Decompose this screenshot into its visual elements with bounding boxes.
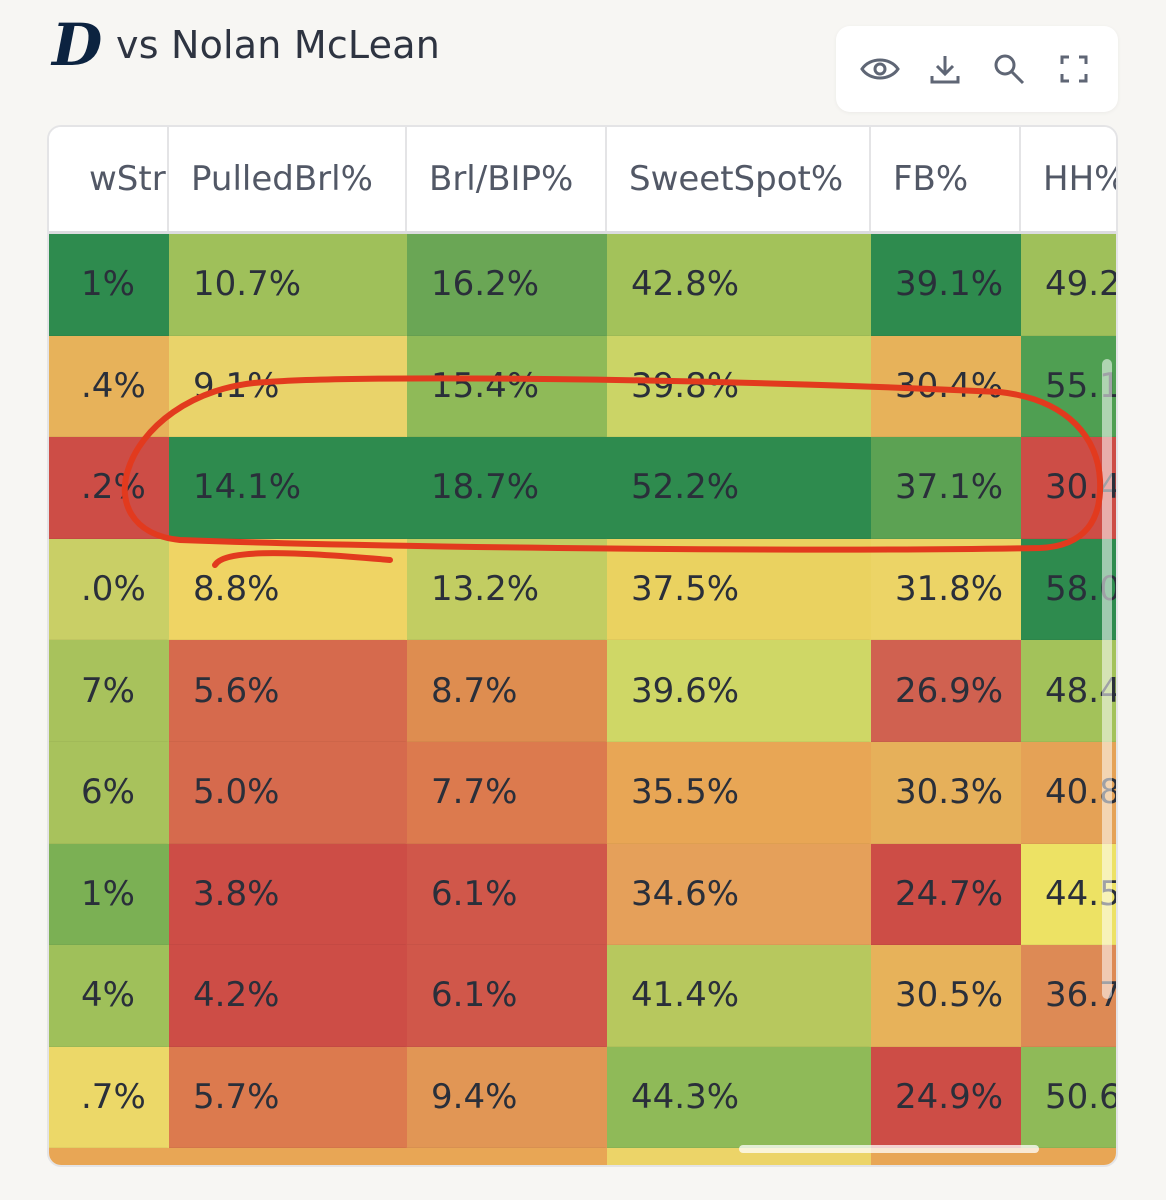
eye-icon[interactable] [857,46,903,92]
table-cell [49,1148,169,1165]
column-header[interactable]: wStr% [49,127,169,231]
table-cell: 41.4% [607,945,871,1047]
table-row[interactable]: 1% 3.8% 6.1% 34.6% 24.7% 44.5 [49,843,1116,946]
table-row[interactable]: 6% 5.0% 7.7% 35.5% 30.3% 40.8 [49,741,1116,844]
table-cell: 30.4% [871,335,1021,438]
column-header[interactable]: FB% [871,127,1021,231]
table-row[interactable]: 1% 10.7% 16.2% 42.8% 39.1% 49.2 [49,234,1116,336]
table-cell: 8.8% [169,538,407,641]
table-cell: 15.4% [407,335,607,438]
table-cell: 50.6 [1021,1046,1116,1149]
table-cell: 8.7% [407,640,607,742]
table-cell: 37.5% [607,538,871,641]
table-cell: 30.5% [871,945,1021,1047]
table-cell: 10.7% [169,234,407,336]
tigers-logo: D [52,11,103,79]
table-cell: 42.8% [607,234,871,336]
table-cell: 7% [49,640,169,742]
table-cell: 49.2 [1021,234,1116,336]
table-cell: 34.6% [607,843,871,946]
column-header[interactable]: HH% [1021,127,1116,231]
table-cell: 52.2% [607,437,871,539]
table-cell: .2% [49,437,169,539]
table-cell [407,1148,607,1165]
stats-grid: wStr% PulledBrl% Brl/BIP% SweetSpot% FB%… [49,127,1116,1165]
table-cell: 9.4% [407,1046,607,1149]
table-cell: 39.8% [607,335,871,438]
table-body: 1% 10.7% 16.2% 42.8% 39.1% 49.2.4% 9.1% 15.4% 39… [49,234,1116,1165]
search-icon[interactable] [986,46,1032,92]
page-title: vs Nolan McLean [116,23,440,67]
vertical-scrollbar[interactable] [1102,359,1112,999]
table-cell: 9.1% [169,335,407,438]
table-cell: 40.8 [1021,741,1116,844]
table-cell: 24.7% [871,843,1021,946]
table-cell: .4% [49,335,169,438]
table-row[interactable]: 7% 5.6% 8.7% 39.6% 26.9% 48.4 [49,640,1116,742]
horizontal-scrollbar[interactable] [739,1145,1039,1153]
table-row[interactable]: 4% 4.2% 6.1% 41.4% 30.5% 36.7 [49,945,1116,1047]
table-row[interactable]: .4% 9.1% 15.4% 39.8% 30.4% 55.1 [49,335,1116,438]
stats-table[interactable]: wStr% PulledBrl% Brl/BIP% SweetSpot% FB%… [47,125,1118,1167]
table-cell: 37.1% [871,437,1021,539]
table-cell: 13.2% [407,538,607,641]
table-cell: 16.2% [407,234,607,336]
table-cell: 4% [49,945,169,1047]
table-cell: .7% [49,1046,169,1149]
table-cell [169,1148,407,1165]
title-bar: D vs Nolan McLean [52,10,440,80]
table-cell: 6.1% [407,843,607,946]
table-cell: 44.3% [607,1046,871,1149]
fullscreen-icon[interactable] [1051,46,1097,92]
table-cell: 30.3% [871,741,1021,844]
table-cell: 39.1% [871,234,1021,336]
header-row: wStr% PulledBrl% Brl/BIP% SweetSpot% FB%… [49,127,1116,234]
table-row[interactable]: .7% 5.7% 9.4% 44.3% 24.9% 50.6 [49,1046,1116,1149]
column-header[interactable]: SweetSpot% [607,127,871,231]
table-cell: 36.7 [1021,945,1116,1047]
table-cell: 35.5% [607,741,871,844]
table-cell: 31.8% [871,538,1021,641]
table-cell: 6.1% [407,945,607,1047]
table-cell: 26.9% [871,640,1021,742]
table-cell: 1% [49,843,169,946]
table-cell: 24.9% [871,1046,1021,1149]
column-header[interactable]: Brl/BIP% [407,127,607,231]
table-cell: 14.1% [169,437,407,539]
table-cell: 18.7% [407,437,607,539]
table-cell: 6% [49,741,169,844]
table-cell [1021,1148,1116,1165]
chart-toolbar [836,26,1118,112]
table-cell: 4.2% [169,945,407,1047]
table-cell: 3.8% [169,843,407,946]
table-cell: 7.7% [407,741,607,844]
table-row[interactable]: .2% 14.1% 18.7% 52.2% 37.1% 30.4 [49,437,1116,539]
table-cell: 1% [49,234,169,336]
table-cell: .0% [49,538,169,641]
table-cell: 5.0% [169,741,407,844]
table-row[interactable]: .0% 8.8% 13.2% 37.5% 31.8% 58.0 [49,538,1116,641]
table-cell: 5.6% [169,640,407,742]
table-cell: 5.7% [169,1046,407,1149]
table-cell: 39.6% [607,640,871,742]
download-icon[interactable] [922,46,968,92]
table-row[interactable] [49,1148,1116,1165]
column-header[interactable]: PulledBrl% [169,127,407,231]
